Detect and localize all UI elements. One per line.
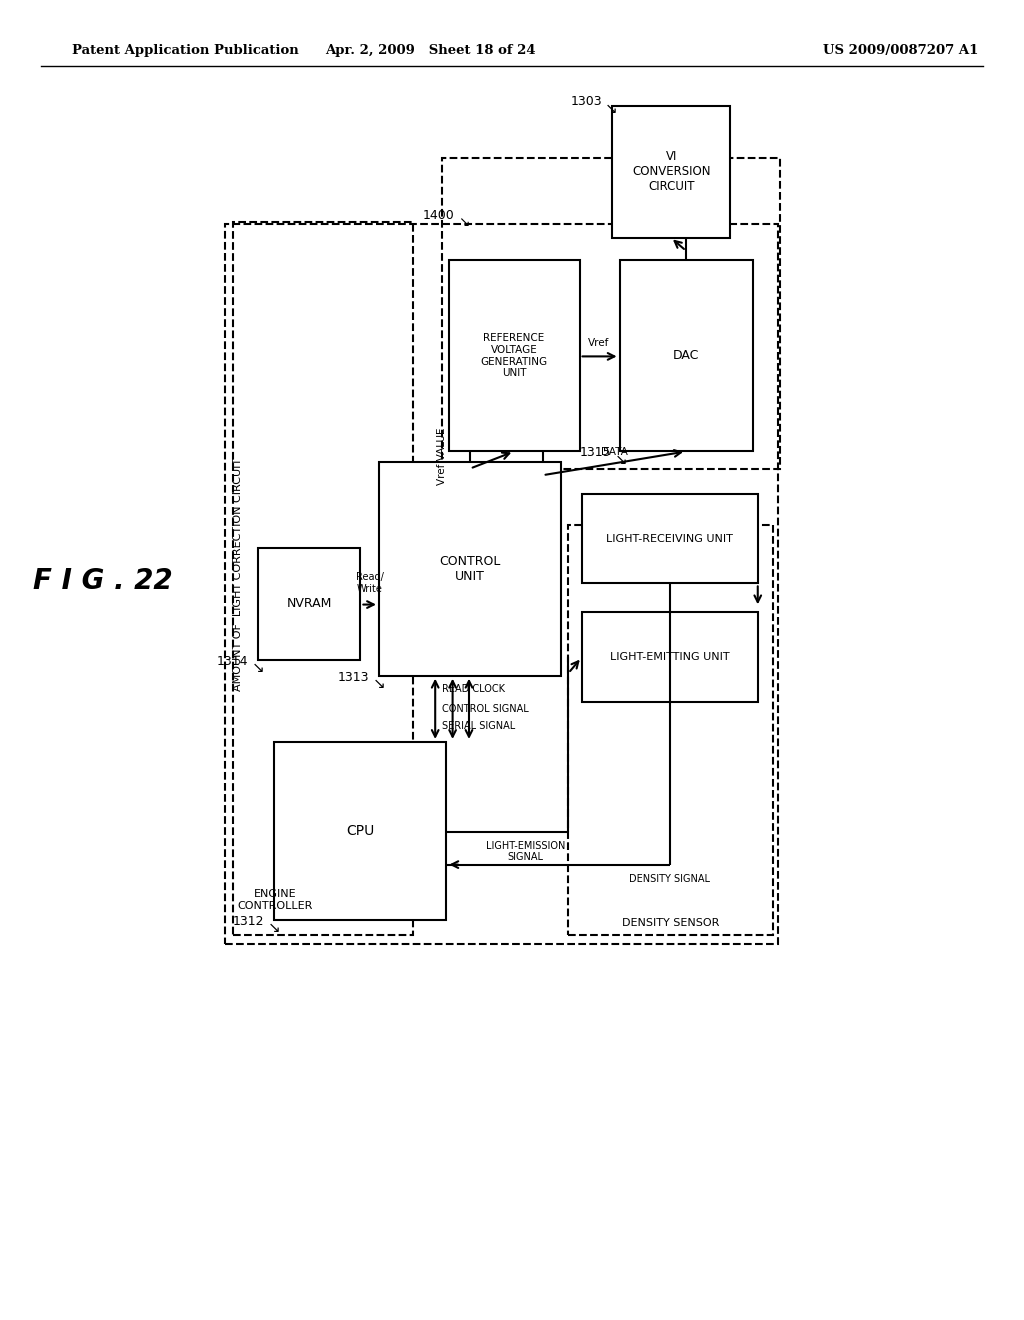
Text: DATA: DATA	[601, 446, 628, 457]
Text: Read/
Write: Read/ Write	[355, 573, 384, 594]
Text: Vref VALUE: Vref VALUE	[437, 428, 447, 486]
Text: LIGHT-EMISSION
SIGNAL: LIGHT-EMISSION SIGNAL	[485, 841, 565, 862]
Bar	[442, 158, 780, 469]
Text: ↘: ↘	[252, 660, 264, 676]
Text: ENGINE
CONTROLLER: ENGINE CONTROLLER	[238, 890, 313, 911]
Text: 1312: 1312	[232, 915, 264, 928]
Bar	[620, 260, 753, 451]
Text: CONTROL SIGNAL: CONTROL SIGNAL	[442, 704, 529, 714]
Text: 1303: 1303	[570, 95, 602, 108]
Text: 1313: 1313	[338, 671, 370, 684]
Text: ↘: ↘	[373, 676, 385, 692]
Bar	[449, 260, 580, 451]
Text: ↘: ↘	[268, 920, 281, 936]
Text: Apr. 2, 2009   Sheet 18 of 24: Apr. 2, 2009 Sheet 18 of 24	[325, 44, 536, 57]
Text: 1315: 1315	[580, 446, 611, 459]
Text: NVRAM: NVRAM	[287, 598, 332, 610]
Text: DAC: DAC	[673, 350, 699, 362]
Text: F I G . 22: F I G . 22	[33, 566, 172, 595]
Text: Patent Application Publication: Patent Application Publication	[72, 44, 298, 57]
Text: SERIAL SIGNAL: SERIAL SIGNAL	[442, 721, 516, 731]
Text: 1314: 1314	[216, 655, 248, 668]
Bar	[225, 224, 778, 944]
Text: READ CLOCK: READ CLOCK	[442, 684, 506, 694]
Text: DENSITY SIGNAL: DENSITY SIGNAL	[629, 874, 711, 884]
Text: AMOUNT OF  LIGHT CORRECTION CIRCUIT: AMOUNT OF LIGHT CORRECTION CIRCUIT	[233, 458, 244, 690]
Bar	[233, 222, 413, 935]
Text: ↘: ↘	[614, 451, 627, 467]
Text: ↘: ↘	[458, 215, 469, 228]
Text: 1400: 1400	[423, 209, 455, 222]
Text: REFERENCE
VOLTAGE
GENERATING
UNIT: REFERENCE VOLTAGE GENERATING UNIT	[480, 334, 548, 378]
Text: ↘: ↘	[605, 100, 617, 116]
Text: VI
CONVERSION
CIRCUIT: VI CONVERSION CIRCUIT	[632, 150, 711, 193]
Text: LIGHT-RECEIVING UNIT: LIGHT-RECEIVING UNIT	[606, 533, 733, 544]
Text: Vref: Vref	[589, 338, 609, 348]
Bar	[612, 106, 730, 238]
Bar	[379, 462, 561, 676]
Text: DENSITY SENSOR: DENSITY SENSOR	[622, 917, 720, 928]
Bar	[274, 742, 446, 920]
Bar	[582, 494, 758, 583]
Bar	[582, 612, 758, 702]
Text: US 2009/0087207 A1: US 2009/0087207 A1	[823, 44, 979, 57]
Bar	[568, 525, 773, 935]
Text: CONTROL
UNIT: CONTROL UNIT	[439, 554, 501, 583]
Bar	[258, 548, 360, 660]
Text: CPU: CPU	[346, 824, 375, 838]
Text: LIGHT-EMITTING UNIT: LIGHT-EMITTING UNIT	[610, 652, 729, 663]
